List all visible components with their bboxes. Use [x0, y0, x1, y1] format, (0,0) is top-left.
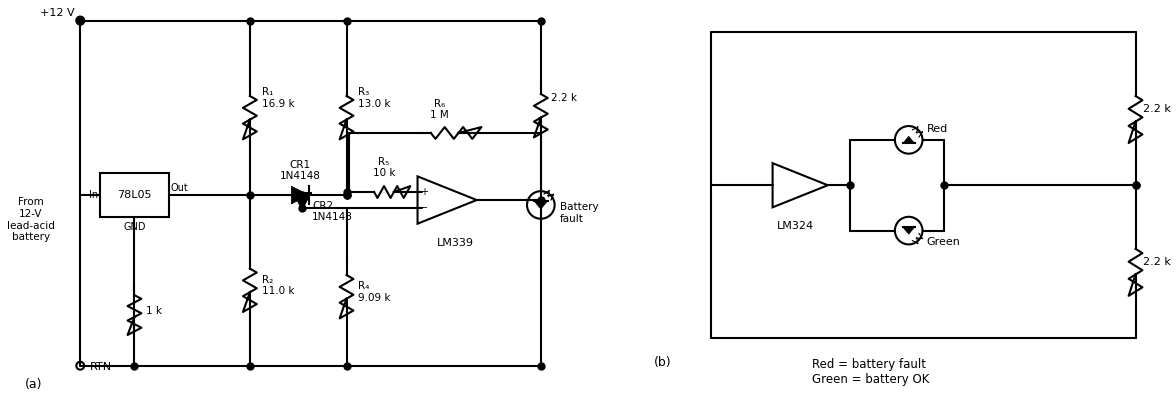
Text: 2.2 k: 2.2 k	[1143, 257, 1171, 267]
Text: −: −	[420, 203, 428, 213]
Text: Red = battery fault: Red = battery fault	[813, 358, 926, 371]
Text: Battery
fault: Battery fault	[560, 202, 599, 224]
Text: 2.2 k: 2.2 k	[1143, 104, 1171, 114]
Polygon shape	[293, 193, 310, 210]
Text: CR1
1N4148: CR1 1N4148	[280, 160, 321, 181]
Text: 78L05: 78L05	[118, 190, 152, 200]
Text: R₅
10 k: R₅ 10 k	[373, 157, 395, 178]
Text: CR2
1N4148: CR2 1N4148	[312, 201, 353, 222]
Text: Green = battery OK: Green = battery OK	[813, 372, 929, 386]
Polygon shape	[292, 186, 309, 204]
Text: R₄
9.09 k: R₄ 9.09 k	[359, 281, 390, 303]
Text: GND: GND	[123, 222, 146, 232]
Text: Red: Red	[927, 124, 948, 134]
Text: Out: Out	[171, 183, 188, 193]
Text: From
12-V
lead-acid
battery: From 12-V lead-acid battery	[7, 197, 55, 242]
Text: R₃
13.0 k: R₃ 13.0 k	[359, 87, 390, 109]
Text: 1 k: 1 k	[146, 306, 162, 316]
Text: R₁
16.9 k: R₁ 16.9 k	[262, 87, 294, 109]
Polygon shape	[903, 227, 915, 234]
Text: In: In	[89, 190, 98, 200]
Text: (a): (a)	[25, 378, 42, 391]
Text: +: +	[421, 187, 428, 197]
Text: LM324: LM324	[776, 221, 814, 231]
Text: RTN: RTN	[91, 362, 112, 372]
Text: Green: Green	[927, 236, 961, 246]
Text: +12 V: +12 V	[40, 8, 74, 17]
Text: LM339: LM339	[436, 238, 474, 248]
Text: R₂
11.0 k: R₂ 11.0 k	[262, 275, 294, 296]
Text: R₆
1 M: R₆ 1 M	[430, 99, 449, 120]
Bar	[100, 173, 169, 217]
Text: 2.2 k: 2.2 k	[550, 93, 576, 103]
Polygon shape	[903, 136, 915, 143]
Text: (b): (b)	[654, 356, 671, 369]
Polygon shape	[534, 201, 548, 209]
